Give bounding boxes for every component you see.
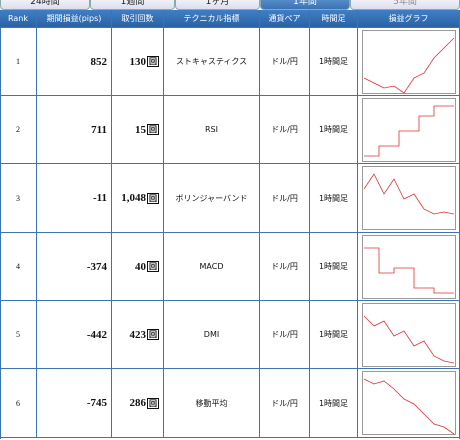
count-value: 40 xyxy=(135,260,146,273)
profit-graph-image xyxy=(361,371,456,435)
profit-pips: -745 xyxy=(37,369,112,438)
count-value: 423 xyxy=(129,328,147,341)
timeframe: 1時間足 xyxy=(310,369,358,438)
profit-graph-image xyxy=(361,234,456,299)
period-tab[interactable]: 1年間 xyxy=(260,0,350,10)
trade-count: 423 回 xyxy=(112,301,164,369)
timeframe: 1時間足 xyxy=(310,28,358,96)
count-value: 15 xyxy=(135,123,146,136)
profit-pips: -374 xyxy=(37,233,112,301)
column-header: 損益グラフ xyxy=(358,10,460,28)
indicator: ボリンジャーバンド xyxy=(164,164,260,233)
indicator: 移動平均 xyxy=(164,369,260,438)
column-header: 期間損益(pips) xyxy=(37,10,112,28)
profit-pips: 711 xyxy=(37,96,112,164)
timeframe: 1時間足 xyxy=(310,233,358,301)
profit-graph-cell xyxy=(358,301,460,369)
period-tab[interactable]: 1週間 xyxy=(90,0,175,10)
currency-pair: ドル/円 xyxy=(260,233,310,301)
profit-graph-image xyxy=(361,166,456,230)
rank: 1 xyxy=(0,28,37,96)
rank: 6 xyxy=(0,369,37,438)
trade-count: 130 回 xyxy=(112,28,164,96)
trade-count: 1,048 回 xyxy=(112,164,164,233)
profit-graph-image xyxy=(361,29,456,94)
profit-pips: 852 xyxy=(37,28,112,96)
column-header: 時間足 xyxy=(310,10,358,28)
profit-graph-cell xyxy=(358,369,460,438)
count-unit: 回 xyxy=(147,261,159,272)
column-header: Rank xyxy=(0,10,37,28)
count-unit: 回 xyxy=(147,192,159,204)
timeframe: 1時間足 xyxy=(310,96,358,164)
indicator: DMI xyxy=(164,301,260,369)
column-header: 取引回数 xyxy=(112,10,164,28)
profit-graph-cell xyxy=(358,233,460,301)
profit-graph-image xyxy=(361,97,456,162)
column-header: 通貨ペア xyxy=(260,10,310,28)
rank: 3 xyxy=(0,164,37,233)
currency-pair: ドル/円 xyxy=(260,28,310,96)
count-value: 286 xyxy=(129,397,147,409)
profit-graph-cell xyxy=(358,164,460,233)
timeframe: 1時間足 xyxy=(310,164,358,233)
profit-graph-cell xyxy=(358,96,460,164)
trade-count: 286 回 xyxy=(112,369,164,438)
profit-pips: -11 xyxy=(37,164,112,233)
rank: 2 xyxy=(0,96,37,164)
profit-graph-cell xyxy=(358,28,460,96)
count-value: 1,048 xyxy=(121,192,146,204)
count-value: 130 xyxy=(129,55,147,68)
currency-pair: ドル/円 xyxy=(260,369,310,438)
rank: 4 xyxy=(0,233,37,301)
currency-pair: ドル/円 xyxy=(260,164,310,233)
profit-graph-image xyxy=(361,302,456,367)
indicator: MACD xyxy=(164,233,260,301)
count-unit: 回 xyxy=(147,56,159,67)
count-unit: 回 xyxy=(147,124,159,135)
period-tab[interactable]: 5年間 xyxy=(350,0,460,10)
rank: 5 xyxy=(0,301,37,369)
currency-pair: ドル/円 xyxy=(260,96,310,164)
period-tab[interactable]: 24時間 xyxy=(0,0,90,10)
period-tab[interactable]: 1ヶ月 xyxy=(175,0,260,10)
indicator: RSI xyxy=(164,96,260,164)
trade-count: 15 回 xyxy=(112,96,164,164)
count-unit: 回 xyxy=(147,329,159,340)
profit-pips: -442 xyxy=(37,301,112,369)
count-unit: 回 xyxy=(147,397,159,409)
currency-pair: ドル/円 xyxy=(260,301,310,369)
trade-count: 40 回 xyxy=(112,233,164,301)
indicator: ストキャスティクス xyxy=(164,28,260,96)
column-header: テクニカル指標 xyxy=(164,10,260,28)
timeframe: 1時間足 xyxy=(310,301,358,369)
